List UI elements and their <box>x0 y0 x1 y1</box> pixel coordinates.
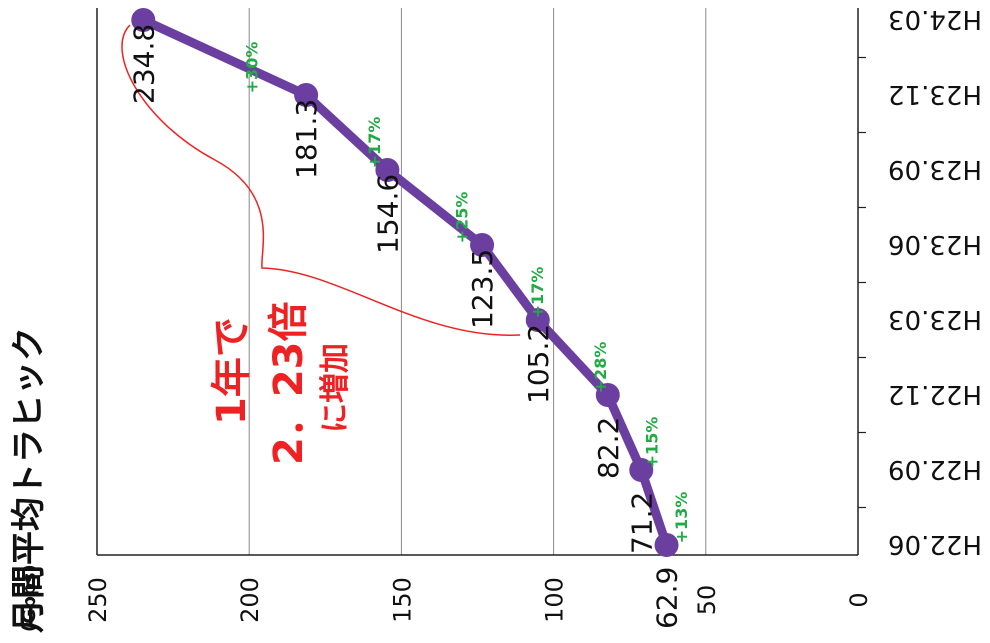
data-value-label: 105.2 <box>522 324 555 404</box>
data-point-marker <box>470 233 495 257</box>
data-value-label: 154.6 <box>371 174 404 254</box>
category-label: H22.12 <box>888 379 982 409</box>
category-label: H23.12 <box>888 79 982 109</box>
growth-rate-label: +28% <box>591 342 610 394</box>
data-value-label: 62.9 <box>651 567 684 629</box>
data-point-marker <box>629 458 654 482</box>
annotation-bracket-curve <box>121 24 521 336</box>
value-tick-label: 250 <box>84 577 112 623</box>
series-layer <box>131 8 679 557</box>
annotation-curve-layer <box>121 24 521 336</box>
category-label: H24.03 <box>888 4 982 34</box>
grid-layer <box>248 8 707 555</box>
category-label: H22.09 <box>888 454 982 484</box>
annotation-line-3: に増加 <box>318 343 353 433</box>
data-point-marker <box>131 8 156 32</box>
data-value-label: 123.5 <box>466 249 499 329</box>
growth-rate-label: +17% <box>365 117 384 169</box>
value-tick-label: 100 <box>541 577 569 623</box>
data-value-label: 181.3 <box>290 99 323 179</box>
growth-rate-label: +25% <box>453 192 472 244</box>
growth-rate-label: +15% <box>643 417 662 469</box>
text-layer: (Gbps) 月間平均トラヒック 1年で 2．23倍 に増加 <box>9 302 353 634</box>
axis-layer: 0 50 100 150 200 250 H22.06 H22.09 H22.12 H23.03 H… <box>84 4 982 623</box>
y-axis-unit-label: (Gbps) <box>19 564 40 632</box>
chart-title: 月間平均トラヒック <box>9 327 49 633</box>
growth-rate-label: +30% <box>243 42 262 94</box>
value-tick-label: 150 <box>388 577 416 623</box>
data-point-marker <box>375 158 400 182</box>
growth-rate-label: +17% <box>528 267 547 319</box>
category-label: H23.09 <box>888 154 982 184</box>
data-value-label: 71.2 <box>625 492 658 554</box>
data-point-marker <box>294 83 319 107</box>
data-point-marker <box>525 308 550 332</box>
series-line <box>138 15 672 550</box>
data-point-marker <box>654 533 679 557</box>
value-tick-label: 200 <box>236 577 264 623</box>
annotation-line-1: 1年で <box>209 317 255 425</box>
annotation-line-2: 2．23倍 <box>266 302 312 466</box>
category-label: H23.03 <box>888 304 982 334</box>
data-point-marker <box>595 383 620 407</box>
value-tick-label: 50 <box>693 585 721 616</box>
label-layer: 62.9 71.282.2 105.2 123.5 154.6 181.3 234.8 +13… <box>127 24 691 629</box>
category-label: H22.06 <box>888 529 982 559</box>
data-value-label: 234.8 <box>127 24 160 104</box>
value-tick-label: 0 <box>845 592 873 607</box>
growth-rate-label: +13% <box>672 492 691 544</box>
category-label: H23.06 <box>888 229 982 259</box>
data-value-label: 82.2 <box>592 417 625 479</box>
